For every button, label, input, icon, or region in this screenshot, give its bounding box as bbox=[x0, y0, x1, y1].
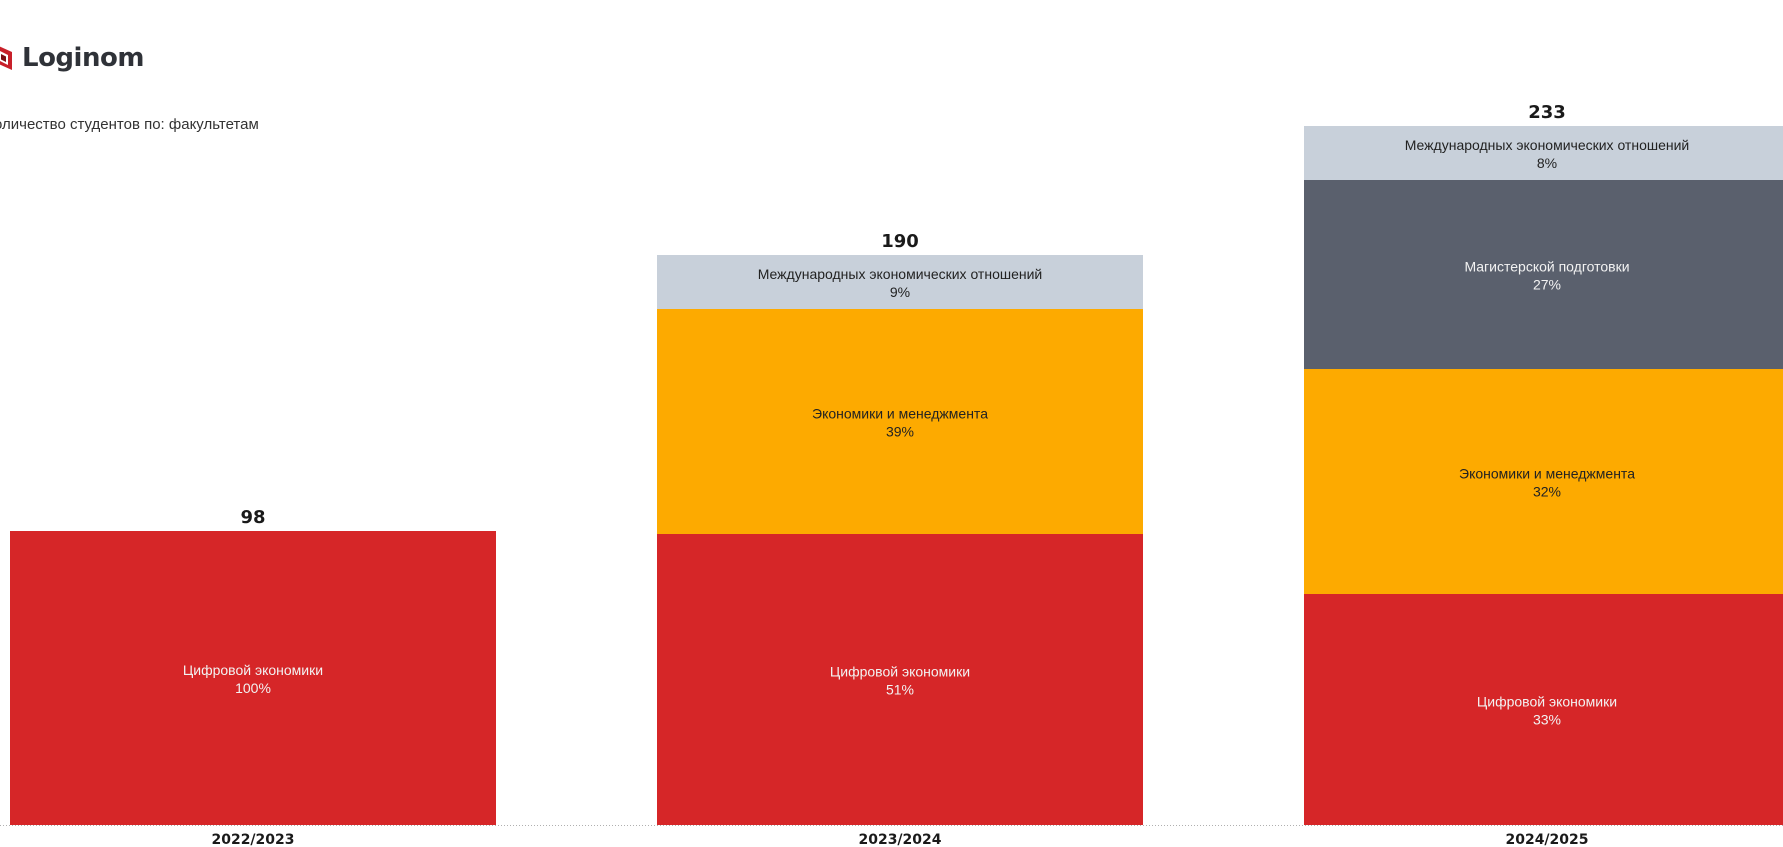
bar-total-label: 233 bbox=[1528, 102, 1566, 123]
segment-percent-label: 32% bbox=[1533, 484, 1561, 500]
x-tick-label: 2023/2024 bbox=[858, 832, 941, 847]
segment-name-label: Цифровой экономики bbox=[1477, 694, 1617, 710]
segment-name-label: Международных экономических отношений bbox=[758, 266, 1043, 282]
segment-percent-label: 27% bbox=[1533, 277, 1561, 293]
segment-name-label: Экономики и менеджмента bbox=[1459, 466, 1635, 482]
segment-percent-label: 100% bbox=[235, 680, 271, 696]
bar-total-label: 190 bbox=[881, 231, 919, 252]
segment-percent-label: 8% bbox=[1537, 155, 1557, 171]
bar-segment[interactable] bbox=[1304, 180, 1783, 369]
segment-name-label: Цифровой экономики bbox=[830, 664, 970, 680]
bar-segment[interactable] bbox=[657, 309, 1143, 534]
bar-segment[interactable] bbox=[1304, 594, 1783, 825]
segment-percent-label: 33% bbox=[1533, 712, 1561, 728]
segment-percent-label: 9% bbox=[890, 284, 910, 300]
brand-logo: Loginom bbox=[0, 40, 144, 76]
bar-total-label: 98 bbox=[240, 507, 265, 528]
brand-name: Loginom bbox=[22, 43, 144, 73]
bar-segment[interactable] bbox=[10, 531, 496, 825]
segment-name-label: Магистерской подготовки bbox=[1464, 259, 1629, 275]
loginom-logo-icon bbox=[0, 46, 12, 70]
x-tick-label: 2022/2023 bbox=[211, 832, 294, 847]
segment-name-label: Международных экономических отношений bbox=[1405, 137, 1690, 153]
segment-percent-label: 39% bbox=[886, 424, 914, 440]
segment-name-label: Цифровой экономики bbox=[183, 662, 323, 678]
chart-subtitle: оличество студентов по: факультетам bbox=[0, 116, 259, 133]
bar-segment[interactable] bbox=[1304, 369, 1783, 594]
segment-name-label: Экономики и менеджмента bbox=[812, 406, 988, 422]
bar-segment[interactable] bbox=[657, 534, 1143, 825]
x-tick-label: 2024/2025 bbox=[1505, 832, 1588, 847]
bar-segment[interactable] bbox=[657, 255, 1143, 309]
bar-segment[interactable] bbox=[1304, 126, 1783, 180]
segment-percent-label: 51% bbox=[886, 682, 914, 698]
